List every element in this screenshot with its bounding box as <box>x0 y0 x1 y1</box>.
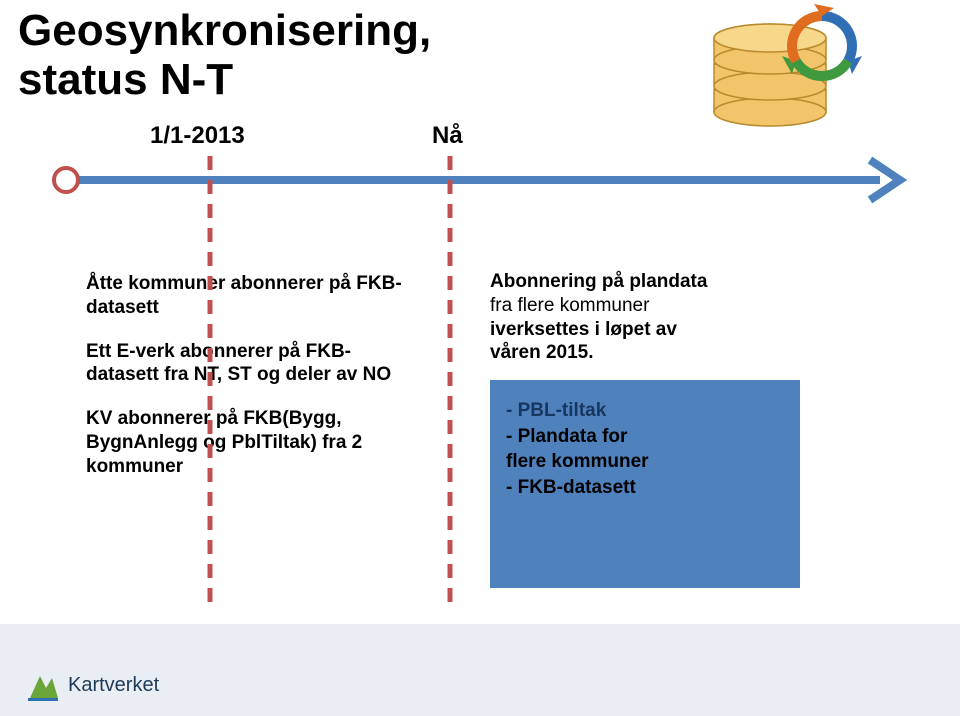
timeline-arrowhead <box>870 160 900 200</box>
logo-text: Kartverket <box>68 674 159 697</box>
right-note-l3: iverksettes i løpet av <box>490 319 677 340</box>
right-note-l1: Abonnering på plandata <box>490 271 707 292</box>
logo-icon <box>26 668 60 702</box>
left-note-p3: KV abonnerer på FKB(Bygg, BygnAnlegg og … <box>86 407 406 478</box>
timeline-start-marker <box>54 168 78 192</box>
right-note-l4: våren 2015. <box>490 342 594 363</box>
kartverket-logo: Kartverket <box>26 668 159 702</box>
plan-item-2: - Plandata for <box>506 426 627 447</box>
left-note-p1: Åtte kommuner abonnerer på FKB-datasett <box>86 272 406 320</box>
plan-box-text: - PBL-tiltak - Plandata for flere kommun… <box>506 398 786 501</box>
title-line-1: Geosynkronisering, <box>18 6 431 55</box>
left-note-block: Åtte kommuner abonnerer på FKB-datasett … <box>86 272 406 498</box>
plan-item-3: flere kommuner <box>506 451 649 472</box>
database-sync-icon <box>714 4 862 126</box>
plan-item-4: - FKB-datasett <box>506 477 636 498</box>
plan-item-1: - PBL-tiltak <box>506 400 606 421</box>
title-line-2: status N-T <box>18 55 233 104</box>
right-note-l2: fra flere kommuner <box>490 295 649 316</box>
left-note-p2: Ett E-verk abonnerer på FKB-datasett fra… <box>86 340 406 388</box>
right-note-block: Abonnering på plandata fra flere kommune… <box>490 270 800 365</box>
tick-label-1: 1/1-2013 <box>150 122 245 150</box>
tick-label-2: Nå <box>432 122 463 150</box>
slide-title: Geosynkronisering, status N-T <box>18 6 431 105</box>
